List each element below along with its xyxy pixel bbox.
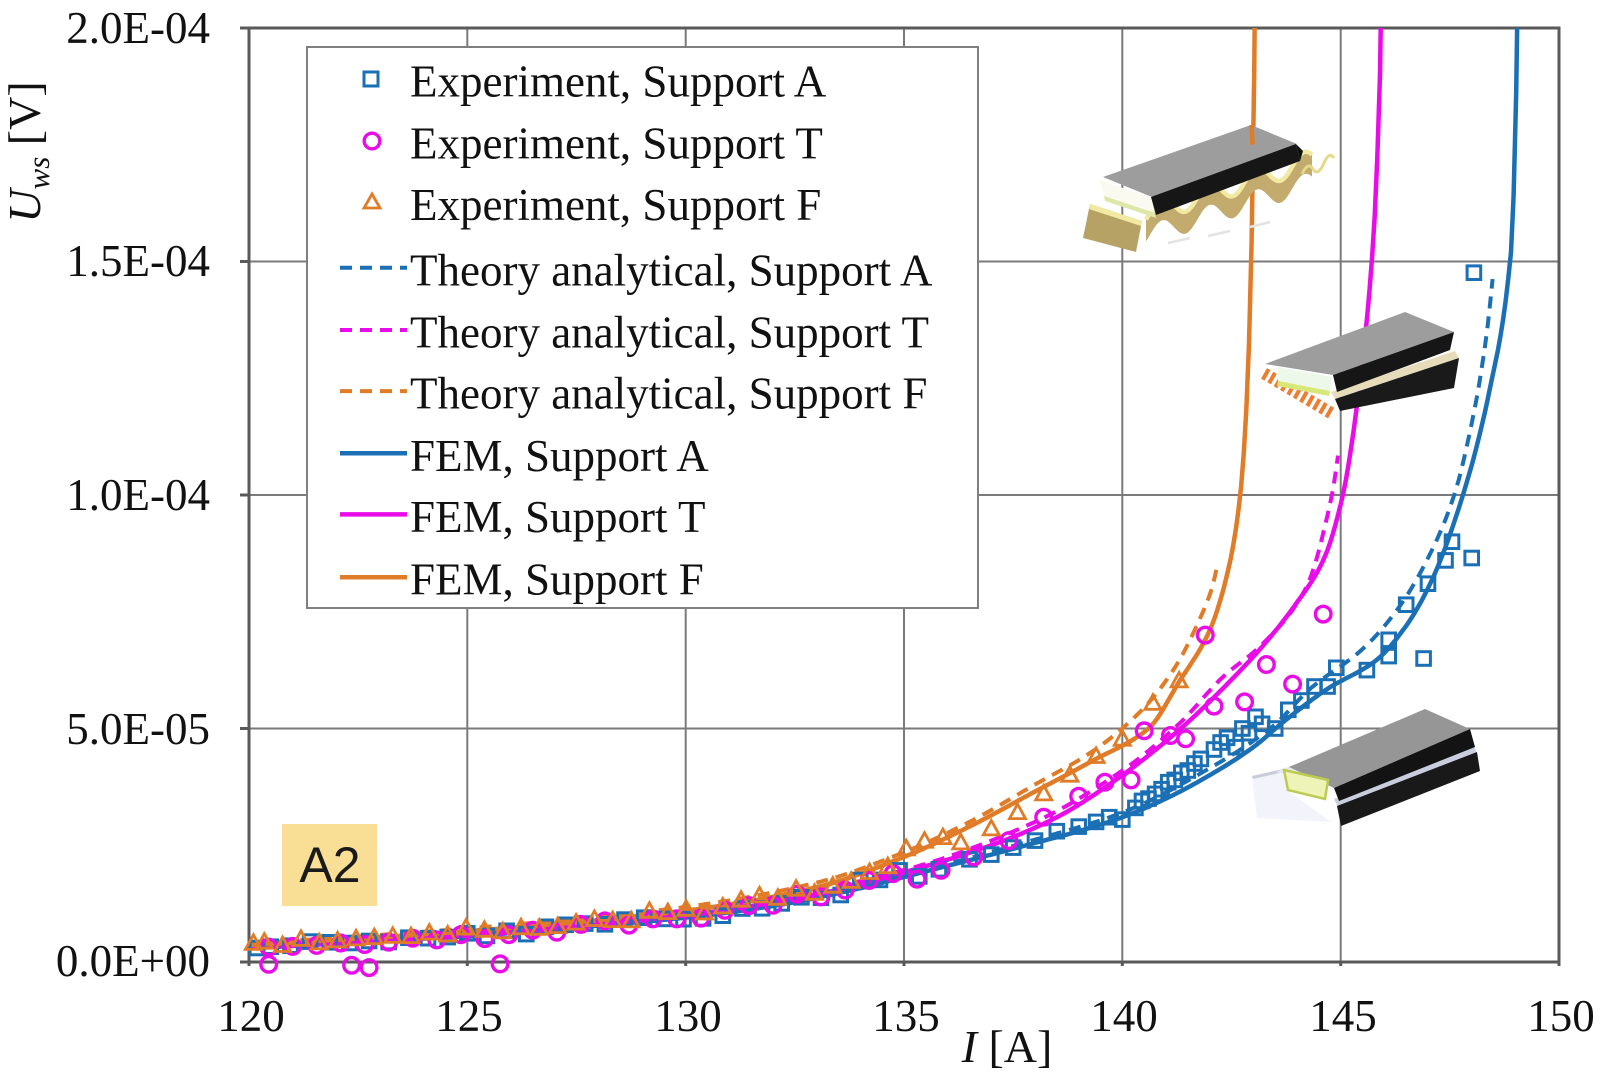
svg-text:FEM, Support T: FEM, Support T (410, 492, 705, 542)
svg-text:Experiment, Support F: Experiment, Support F (410, 180, 821, 230)
svg-text:Theory analytical, Support A: Theory analytical, Support A (410, 245, 933, 295)
svg-text:145: 145 (1309, 991, 1377, 1041)
svg-text:1.5E-04: 1.5E-04 (66, 236, 210, 286)
svg-text:130: 130 (654, 991, 722, 1041)
svg-text:Experiment, Support A: Experiment, Support A (410, 57, 827, 107)
svg-text:0.0E+00: 0.0E+00 (56, 936, 210, 986)
svg-text:2.0E-04: 2.0E-04 (66, 3, 210, 53)
svg-text:Uws [V]: Uws [V] (0, 81, 56, 222)
svg-text:Theory analytical, Support F: Theory analytical, Support F (410, 369, 927, 419)
svg-text:1.0E-04: 1.0E-04 (66, 470, 210, 520)
svg-text:A2: A2 (299, 837, 360, 893)
svg-text:135: 135 (872, 991, 940, 1041)
svg-text:Theory analytical, Support T: Theory analytical, Support T (410, 308, 929, 358)
svg-text:140: 140 (1090, 991, 1158, 1041)
svg-text:I [A]: I [A] (961, 1021, 1053, 1072)
svg-text:120: 120 (217, 991, 285, 1041)
svg-text:FEM, Support F: FEM, Support F (410, 555, 704, 605)
svg-text:150: 150 (1527, 991, 1595, 1041)
svg-text:125: 125 (435, 991, 503, 1041)
svg-text:FEM, Support A: FEM, Support A (410, 431, 709, 481)
svg-text:5.0E-05: 5.0E-05 (66, 704, 210, 754)
svg-text:Experiment, Support T: Experiment, Support T (410, 119, 823, 169)
